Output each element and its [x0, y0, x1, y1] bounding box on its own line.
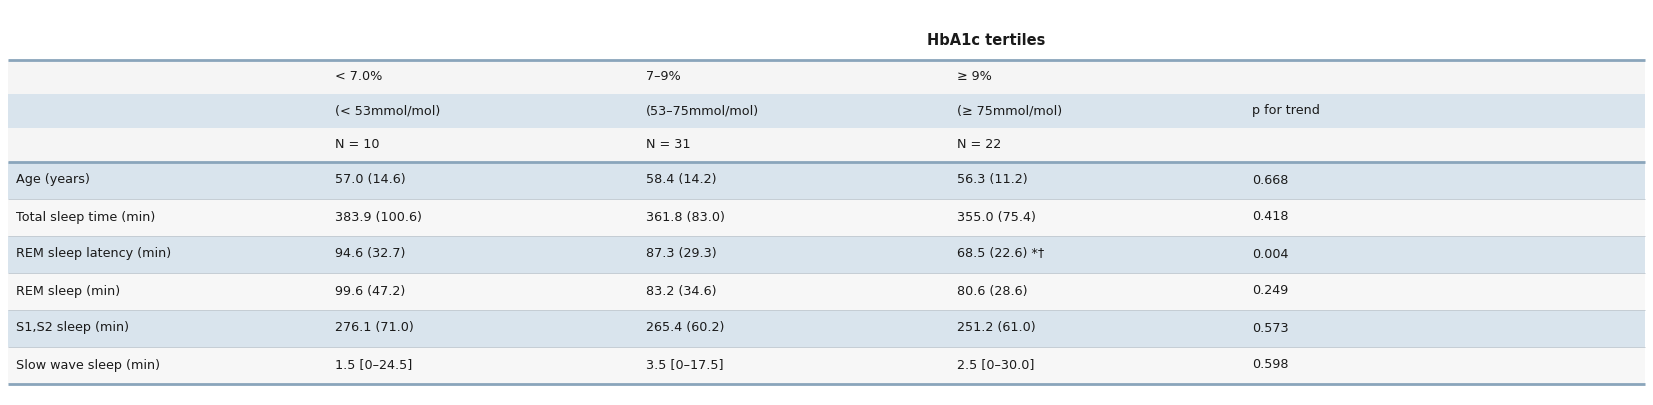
Text: 7–9%: 7–9% [646, 70, 681, 83]
Text: REM sleep latency (min): REM sleep latency (min) [17, 247, 172, 260]
Text: N = 31: N = 31 [646, 138, 691, 151]
Text: S1,S2 sleep (min): S1,S2 sleep (min) [17, 322, 129, 335]
Text: REM sleep (min): REM sleep (min) [17, 284, 121, 298]
Bar [8, 347, 1645, 384]
Bar [8, 21, 1645, 60]
Text: HbA1c tertiles: HbA1c tertiles [927, 33, 1045, 48]
Text: 1.5 [0–24.5]: 1.5 [0–24.5] [336, 358, 413, 371]
Text: 83.2 (34.6): 83.2 (34.6) [646, 284, 717, 298]
Text: 276.1 (71.0): 276.1 (71.0) [336, 322, 413, 335]
Text: 80.6 (28.6): 80.6 (28.6) [957, 284, 1028, 298]
Bar [8, 273, 1645, 309]
Bar [8, 235, 1645, 273]
Text: 0.598: 0.598 [1251, 358, 1288, 371]
Text: N = 10: N = 10 [336, 138, 380, 151]
Bar [8, 309, 1645, 347]
Bar [8, 60, 1645, 94]
Text: < 7.0%: < 7.0% [336, 70, 382, 83]
Text: 57.0 (14.6): 57.0 (14.6) [336, 173, 407, 186]
Text: Age (years): Age (years) [17, 173, 89, 186]
Text: 56.3 (11.2): 56.3 (11.2) [957, 173, 1028, 186]
Text: (≥ 75mmol/mol): (≥ 75mmol/mol) [957, 104, 1063, 117]
Text: 0.573: 0.573 [1251, 322, 1289, 335]
Text: 361.8 (83.0): 361.8 (83.0) [646, 211, 726, 224]
Text: Slow wave sleep (min): Slow wave sleep (min) [17, 358, 160, 371]
Bar [8, 94, 1645, 128]
Text: 0.668: 0.668 [1251, 173, 1288, 186]
Text: 99.6 (47.2): 99.6 (47.2) [336, 284, 405, 298]
Text: 251.2 (61.0): 251.2 (61.0) [957, 322, 1036, 335]
Text: 2.5 [0–30.0]: 2.5 [0–30.0] [957, 358, 1035, 371]
Text: 3.5 [0–17.5]: 3.5 [0–17.5] [646, 358, 724, 371]
Text: (< 53mmol/mol): (< 53mmol/mol) [336, 104, 440, 117]
Text: 94.6 (32.7): 94.6 (32.7) [336, 247, 405, 260]
Text: 0.004: 0.004 [1251, 247, 1288, 260]
Text: ≥ 9%: ≥ 9% [957, 70, 992, 83]
Text: 0.249: 0.249 [1251, 284, 1288, 298]
Text: (53–75mmol/mol): (53–75mmol/mol) [646, 104, 759, 117]
Text: 87.3 (29.3): 87.3 (29.3) [646, 247, 717, 260]
Text: p for trend: p for trend [1251, 104, 1319, 117]
Bar [8, 162, 1645, 198]
Text: Total sleep time (min): Total sleep time (min) [17, 211, 155, 224]
Text: 265.4 (60.2): 265.4 (60.2) [646, 322, 724, 335]
Bar [8, 198, 1645, 235]
Text: 68.5 (22.6) *†: 68.5 (22.6) *† [957, 247, 1045, 260]
Text: 383.9 (100.6): 383.9 (100.6) [336, 211, 422, 224]
Text: 0.418: 0.418 [1251, 211, 1288, 224]
Text: 58.4 (14.2): 58.4 (14.2) [646, 173, 717, 186]
Bar [8, 128, 1645, 162]
Text: N = 22: N = 22 [957, 138, 1002, 151]
Text: 355.0 (75.4): 355.0 (75.4) [957, 211, 1036, 224]
